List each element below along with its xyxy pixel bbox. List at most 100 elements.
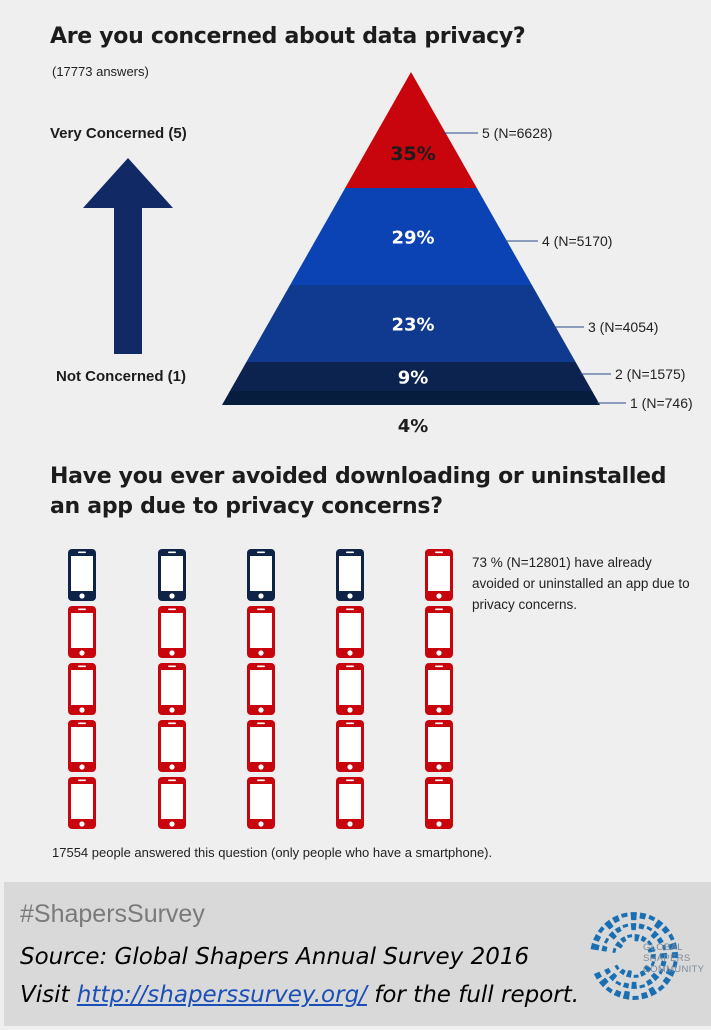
logo-segment: [659, 952, 667, 959]
logo-segment: [619, 968, 626, 976]
global-shapers-logo: [590, 912, 678, 1000]
logo-segment: [590, 942, 600, 951]
pyramid-level-1: [222, 391, 600, 405]
smartphone-icon: [158, 606, 186, 658]
logo-segment: [647, 939, 653, 946]
pyramid-chart: 5 (N=6628) 35% 4 (N=5170) 29% 3 (N=4054) 23% 2…: [222, 72, 693, 437]
logo-segment: [656, 936, 664, 944]
logo-segment: [645, 978, 654, 986]
logo-segment: [668, 933, 675, 941]
logo-segment: [643, 964, 652, 973]
level-n-label: 4 (N=5170): [542, 233, 612, 249]
logo-segment: [604, 967, 612, 975]
logo-segment: [622, 990, 630, 1000]
logo-segment: [608, 972, 618, 982]
source-line: Source: Global Shapers Annual Survey 201…: [20, 944, 530, 970]
logo-segment: [631, 981, 637, 989]
logo-segment: [630, 912, 637, 921]
logo-segment: [597, 926, 605, 934]
level-n-label: 1 (N=746): [630, 395, 693, 411]
visit-suffix: for the full report.: [366, 982, 580, 1008]
pyramid-level-4: [290, 188, 532, 285]
logo-segment: [633, 974, 639, 978]
smartphone-icon: [68, 777, 96, 829]
smartphone-icon: [158, 663, 186, 715]
logo-segment: [648, 986, 658, 997]
avoided-app-stat: 73 % (N=12801) have already avoided or u…: [472, 555, 690, 612]
logo-segment: [671, 951, 678, 959]
level-n-label: 2 (N=1575): [615, 366, 685, 382]
logo-word: COMMUNITY: [643, 964, 705, 975]
logo-segment: [650, 961, 656, 967]
pyramid-level-5: [345, 72, 477, 188]
logo-segment: [657, 984, 665, 992]
logo-segment: [611, 915, 620, 924]
logo-segment: [665, 968, 676, 977]
pyramid-level-2: [229, 362, 593, 391]
level-percent-label: 35%: [390, 143, 435, 165]
level-percent-label: 4%: [398, 416, 429, 437]
smartphone-icon: [68, 549, 96, 601]
not-concerned-label: Not Concerned (1): [56, 368, 187, 385]
logo-segment: [661, 925, 670, 935]
smartphone-icon: [425, 777, 453, 829]
respondents-note: 17554 people answered this question (onl…: [52, 845, 493, 860]
report-link[interactable]: http://shaperssurvey.org/: [76, 982, 367, 1008]
logo-word: GLOBAL: [643, 942, 683, 953]
logo-wordmark: GLOBAL SHAPERS COMMUNITY: [643, 942, 704, 975]
logo-segment: [660, 960, 667, 968]
level-percent-label: 29%: [391, 228, 434, 249]
level-n-label: 3 (N=4054): [588, 319, 658, 335]
level-n-label: 5 (N=6628): [482, 125, 552, 141]
very-concerned-label: Very Concerned (5): [50, 125, 187, 142]
smartphone-icon: [68, 606, 96, 658]
smartphone-icon: [247, 777, 275, 829]
logo-segment: [650, 930, 660, 940]
smartphone-icon: [425, 720, 453, 772]
logo-segment: [614, 940, 624, 949]
logo-segment: [613, 989, 622, 998]
visit-line: Visit http://shaperssurvey.org/ for the …: [20, 982, 579, 1008]
footer-panel: [4, 882, 711, 1026]
pyramid-level-3: [246, 285, 576, 362]
logo-segment: [640, 935, 647, 943]
smartphone-icon: [247, 606, 275, 658]
logo-segment: [612, 947, 617, 954]
smartphone-icon: [158, 549, 186, 601]
visit-prefix: Visit: [20, 982, 77, 1008]
logo-segment: [632, 995, 639, 1000]
smartphone-icon: [336, 663, 364, 715]
smartphone-icon: [158, 720, 186, 772]
logo-segment: [605, 986, 613, 994]
app-question-title: Have you ever avoided downloading or uni…: [50, 464, 667, 519]
logo-segment: [615, 980, 622, 986]
smartphone-icon: [247, 663, 275, 715]
logo-segment: [639, 970, 647, 977]
logo-segment: [626, 934, 633, 939]
up-arrow-icon: [83, 158, 173, 354]
logo-segment: [639, 984, 646, 989]
logo-segment: [662, 976, 671, 985]
phone-pictogram: [68, 549, 453, 829]
logo-segment: [672, 961, 678, 968]
logo-segment: [639, 912, 647, 920]
logo-segment: [650, 953, 656, 960]
logo-segment: [619, 936, 627, 943]
logo-segment: [638, 923, 645, 930]
logo-segment: [603, 937, 610, 944]
logo-segment: [608, 931, 617, 940]
smartphone-icon: [68, 663, 96, 715]
logo-word: SHAPERS: [643, 953, 691, 964]
logo-segment: [658, 968, 664, 975]
privacy-question-title: Are you concerned about data privacy?: [50, 24, 526, 49]
logo-segment: [634, 934, 640, 942]
logo-segment: [622, 923, 629, 928]
logo-segment: [620, 912, 628, 918]
smartphone-icon: [247, 720, 275, 772]
smartphone-icon: [336, 777, 364, 829]
smartphone-icon: [68, 720, 96, 772]
logo-segment: [622, 982, 630, 989]
logo-segment: [641, 991, 649, 1000]
level-percent-label: 23%: [391, 315, 434, 336]
